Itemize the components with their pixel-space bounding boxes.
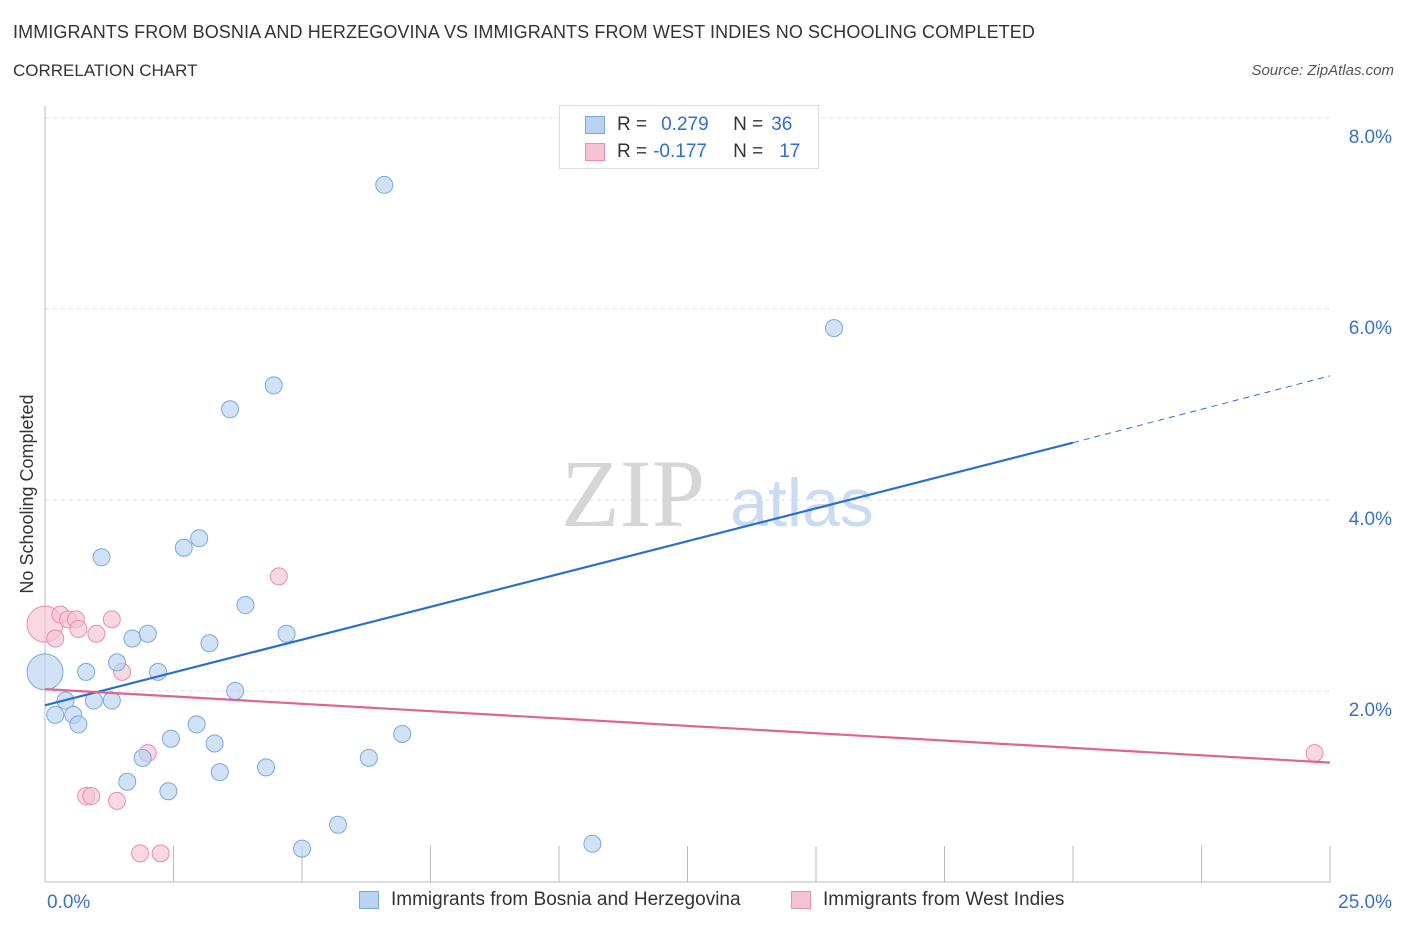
data-point — [1305, 744, 1324, 763]
data-point — [82, 787, 101, 806]
watermark-zip: ZIP — [561, 440, 705, 547]
data-point — [102, 610, 121, 629]
chart-title: IMMIGRANTS FROM BOSNIA AND HERZEGOVINA V… — [13, 22, 1035, 42]
data-point — [210, 763, 229, 782]
data-point — [190, 529, 209, 548]
data-point — [236, 596, 255, 615]
legend-r-value: -0.177 — [653, 141, 707, 162]
data-point — [200, 634, 219, 653]
data-point — [161, 729, 180, 748]
legend-r-label: R = — [617, 141, 648, 162]
data-point — [46, 705, 65, 724]
series-west-indies-points — [26, 567, 1324, 863]
data-point — [77, 662, 96, 681]
data-point — [264, 376, 283, 395]
data-point — [187, 715, 206, 734]
chart-subtitle: CORRELATION CHART — [13, 61, 198, 80]
series-bosnia-points — [26, 175, 843, 858]
legend-r-label: R = — [617, 114, 648, 135]
data-point — [46, 629, 65, 648]
data-point — [133, 748, 152, 767]
data-point — [151, 844, 170, 863]
data-point — [174, 538, 193, 557]
legend-n-value: 17 — [779, 141, 801, 162]
y-tick-label: 2.0% — [1349, 700, 1392, 721]
trend-lines — [44, 375, 1331, 764]
bottom-legend-bosnia: Immigrants from Bosnia and Herzegovina — [359, 889, 741, 911]
trend-line-west-indies — [44, 687, 1331, 764]
data-point — [138, 624, 157, 643]
data-point — [107, 653, 126, 672]
x-tick-label: 0.0% — [47, 892, 90, 913]
data-point — [69, 715, 88, 734]
y-tick-label: 8.0% — [1349, 127, 1392, 148]
watermark: ZIP atlas — [561, 440, 874, 547]
data-point — [69, 619, 88, 638]
bottom-legend-label-west-indies: Immigrants from West Indies — [823, 889, 1065, 910]
trend-line-bosnia — [44, 441, 1074, 707]
data-point — [159, 782, 178, 801]
data-point — [107, 791, 126, 810]
data-point — [269, 567, 288, 586]
bottom-legend-west-indies: Immigrants from West Indies — [791, 889, 1064, 911]
legend-swatch-pink — [585, 143, 605, 161]
data-point — [221, 400, 240, 419]
data-point — [131, 844, 150, 863]
data-point — [375, 175, 394, 194]
legend-r-value: 0.279 — [661, 114, 709, 135]
data-point — [824, 319, 843, 338]
y-tick-label: 6.0% — [1349, 318, 1392, 339]
data-point — [583, 834, 602, 853]
data-point — [118, 772, 137, 791]
data-point — [277, 624, 296, 643]
tick-labels: 2.0% 4.0% 6.0% 8.0% 0.0% 25.0% — [47, 127, 1392, 913]
legend-swatch-blue — [585, 116, 605, 134]
data-point — [87, 624, 106, 643]
data-point — [205, 734, 224, 753]
source-credit: Source: ZipAtlas.com — [1251, 62, 1394, 79]
axes — [44, 106, 1331, 883]
x-tick-label: 25.0% — [1338, 892, 1392, 913]
data-point — [257, 758, 276, 777]
trend-line-bosnia-extension — [1072, 375, 1331, 444]
watermark-atlas: atlas — [730, 465, 874, 541]
data-point — [393, 724, 412, 743]
data-point — [92, 548, 111, 567]
correlation-legend: R = 0.279 N = 36 R = -0.177 N = 17 — [559, 105, 819, 169]
data-point — [123, 629, 142, 648]
data-point — [359, 748, 378, 767]
bottom-legend-swatch-blue — [359, 891, 379, 909]
legend-n-label: N = — [733, 114, 764, 135]
data-point — [293, 839, 311, 858]
legend-n-label: N = — [733, 141, 764, 162]
legend-row-west-indies: R = -0.177 N = 17 — [585, 140, 800, 164]
data-point — [102, 691, 121, 710]
y-axis-label: No Schooling Completed — [17, 394, 37, 593]
y-tick-label: 4.0% — [1349, 509, 1392, 530]
data-point — [26, 653, 64, 691]
bottom-legend-label-bosnia: Immigrants from Bosnia and Herzegovina — [391, 889, 741, 910]
data-point — [328, 815, 347, 834]
bottom-legend-swatch-pink — [791, 891, 811, 909]
legend-row-bosnia: R = 0.279 N = 36 — [585, 113, 792, 137]
data-point — [226, 682, 245, 700]
legend-n-value: 36 — [771, 114, 793, 135]
